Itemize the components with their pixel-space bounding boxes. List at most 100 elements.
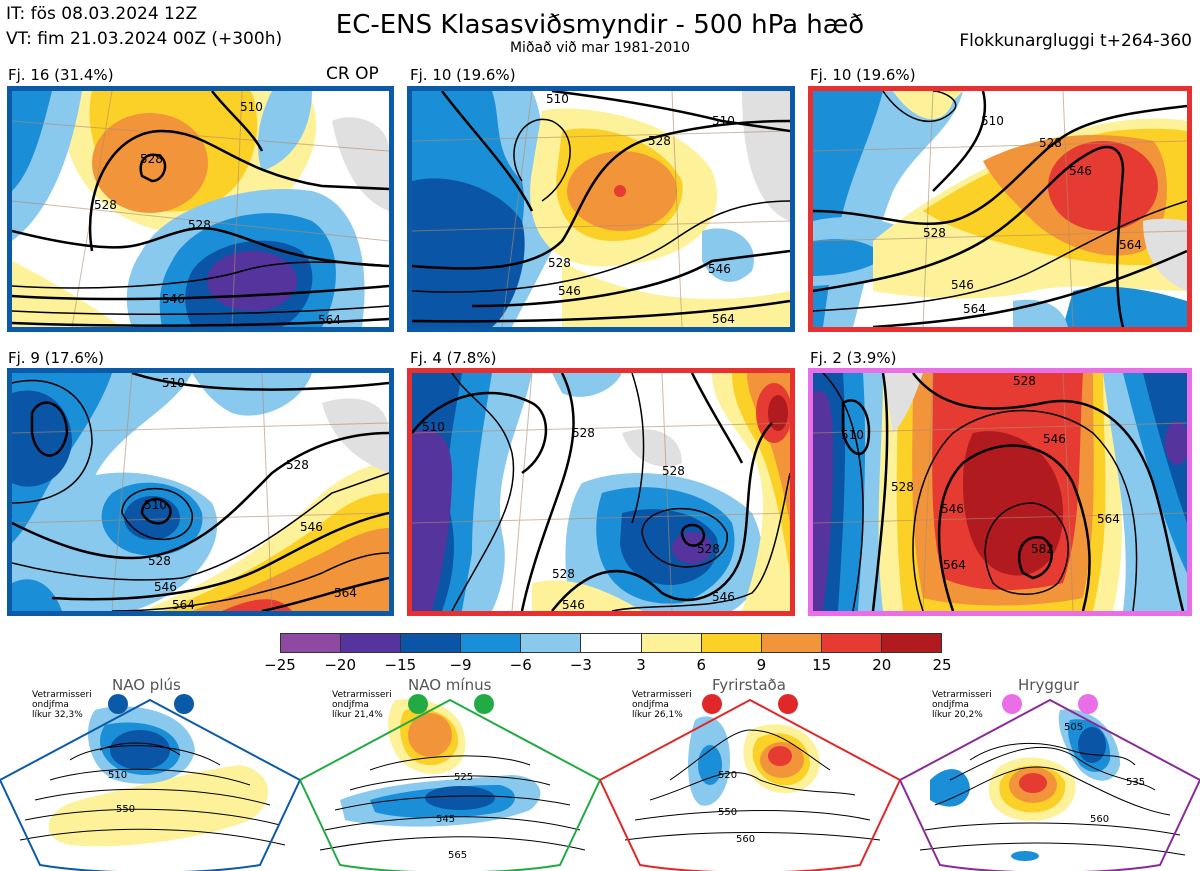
colorbar-segment (761, 634, 822, 652)
panel-6-contour-label: 582 (1031, 542, 1054, 556)
panel-4-contour-label: 564 (334, 586, 357, 600)
regime-title: NAO plús (112, 676, 181, 694)
panel-1-crop-label: CR OP (326, 64, 379, 84)
panel-2-contour-label: 546 (708, 262, 731, 276)
subtitle: Miðað við mar 1981-2010 (509, 40, 691, 56)
panel-1-label: Fj. 16 (31.4%) (8, 66, 114, 84)
panel-6-contour-label: 528 (891, 480, 914, 494)
panel-4-contour-label: 564 (172, 598, 195, 611)
colorbar-tick-label: 6 (696, 656, 707, 674)
panel-1-contour-label: 510 (240, 100, 263, 114)
panel-3-contour-label: 528 (1039, 136, 1062, 150)
regime-contour-label: 535 (1126, 777, 1145, 788)
colorbar-tick-label: 15 (812, 656, 832, 674)
panel-1-contour-label: 528 (140, 152, 163, 166)
panel-2-contour-label: 528 (648, 134, 671, 148)
regime-contour-label: 525 (454, 772, 473, 783)
cluster-map-6: 528 510 528 546 546 564 564 582 (808, 368, 1192, 616)
regime-blocking: 520 550 560 Fyrirstaða Vetrarmisseri ond… (600, 670, 900, 871)
colorbar-tick-label: 9 (756, 656, 767, 674)
colorbar-tick-label: −9 (449, 656, 472, 674)
regime-contour-label: 560 (1090, 814, 1109, 825)
panel-2-label: Fj. 10 (19.6%) (410, 66, 516, 84)
panel-2-contour-label: 528 (548, 256, 571, 270)
panel-6-contour-label: 528 (1013, 374, 1036, 388)
panel-1-contour-label: 546 (162, 292, 185, 306)
colorbar-tick-label: 25 (932, 656, 952, 674)
panel-6-contour-label: 546 (941, 502, 964, 516)
main-title: EC-ENS Klasasviðsmyndir - 500 hPa hæð (335, 10, 865, 40)
colorbar-segment (341, 634, 402, 652)
panel-5-contour-label: 528 (572, 426, 595, 440)
colorbar-segment (521, 634, 582, 652)
colorbar-segment (701, 634, 762, 652)
colorbar-segment (881, 634, 942, 652)
panel-5-contour-label: 528 (662, 464, 685, 478)
panel-4-label: Fj. 9 (17.6%) (8, 349, 104, 367)
colorbar-tick-label: −25 (264, 656, 296, 674)
panel-4-contour-label: 546 (154, 580, 177, 594)
colorbar (280, 633, 942, 653)
colorbar-segment (641, 634, 702, 652)
colorbar-segment (461, 634, 522, 652)
cluster-map-4: 510 510 528 528 546 546 564 564 (7, 368, 394, 616)
colorbar-tick-label: −3 (569, 656, 592, 674)
panel-4-contour-label: 546 (300, 520, 323, 534)
panel-3-contour-label: 564 (963, 302, 986, 316)
colorbar-tick-label: 20 (872, 656, 892, 674)
panel-5-contour-label: 528 (552, 567, 575, 581)
panel-6-contour-label: 564 (943, 558, 966, 572)
panel-5-label: Fj. 4 (7.8%) (410, 349, 497, 367)
cluster-map-5: 510 528 528 546 546 528 528 (407, 368, 795, 616)
panel-3-contour-label: 546 (951, 278, 974, 292)
colorbar-tick-label: −20 (324, 656, 356, 674)
regime-contour-label: 545 (436, 814, 455, 825)
colorbar-segment (821, 634, 882, 652)
colorbar-segment (401, 634, 462, 652)
valid-time: VT: fim 21.03.2024 00Z (+300h) (6, 29, 283, 49)
regime-title: Fyrirstaða (712, 676, 786, 694)
regime-contour-label: 550 (116, 804, 135, 815)
panel-6-contour-label: 510 (841, 428, 864, 442)
cluster-map-1: 510 528 528 528 546 564 (7, 86, 394, 332)
panel-6-contour-label: 546 (1043, 432, 1066, 446)
colorbar-tick-label: −15 (384, 656, 417, 674)
regime-note: Vetrarmisseri ondjfma líkur 21,4% (332, 690, 392, 720)
panel-1-contour-label: 564 (318, 313, 341, 327)
panel-4-contour-label: 528 (148, 554, 171, 568)
regime-contour-label: 505 (1064, 722, 1083, 733)
panel-1-contour-label: 528 (94, 198, 117, 212)
panel-4-contour-label: 528 (286, 458, 309, 472)
panel-3-contour-label: 528 (923, 226, 946, 240)
cluster-map-2: 510 510 528 528 546 546 564 (407, 86, 795, 332)
panel-2-contour-label: 510 (546, 92, 569, 106)
regime-contour-label: 550 (718, 807, 737, 818)
panel-1-contour-label: 528 (188, 218, 211, 232)
panel-3-contour-label: 510 (981, 114, 1004, 128)
colorbar-tick-label: 3 (636, 656, 646, 674)
panel-5-contour-label: 510 (422, 420, 445, 434)
panel-5-contour-label: 528 (697, 542, 720, 556)
regime-nao-plus: 510 550 NAO plús Vetrarmisseri ondjfma l… (0, 670, 300, 871)
regime-contour-label: 565 (448, 850, 467, 861)
regime-title: Hryggur (1018, 676, 1080, 694)
regime-contour-label: 560 (736, 834, 755, 845)
regime-note: Vetrarmisseri ondjfma líkur 20,2% (932, 690, 992, 720)
panel-5-contour-label: 546 (562, 598, 585, 611)
panel-3-contour-label: 564 (1119, 238, 1142, 252)
regime-note: Vetrarmisseri ondjfma líkur 32,3% (32, 690, 92, 720)
panel-4-contour-label: 510 (144, 498, 167, 512)
initial-time: IT: fös 08.03.2024 12Z (6, 4, 198, 24)
regime-title: NAO mínus (408, 676, 492, 694)
panel-3-contour-label: 546 (1069, 164, 1092, 178)
colorbar-tick-label: −6 (509, 656, 532, 674)
regime-contour-label: 520 (718, 770, 737, 781)
cluster-window: Flokkunargluggi t+264-360 (959, 31, 1192, 51)
colorbar-segment (281, 634, 342, 652)
cluster-map-3: 510 528 528 546 546 564 564 (808, 86, 1192, 332)
panel-2-contour-label: 546 (558, 284, 581, 298)
colorbar-segment (581, 634, 642, 652)
regime-ridge: 505 535 560 Hryggur Vetrarmisseri ondjfm… (900, 670, 1200, 871)
panel-6-label: Fj. 2 (3.9%) (810, 349, 897, 367)
panel-2-contour-label: 564 (712, 312, 735, 326)
